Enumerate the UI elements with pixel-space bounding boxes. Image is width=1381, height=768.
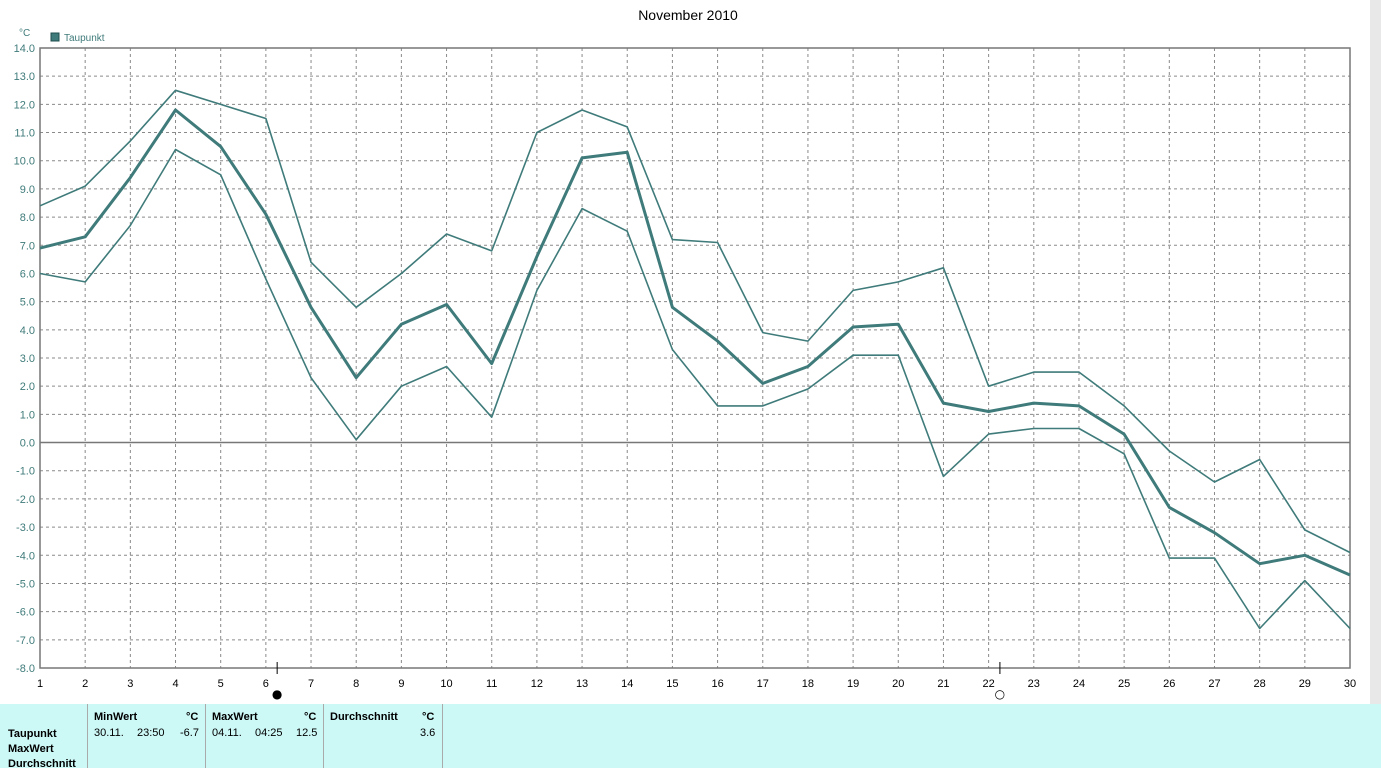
chart-background xyxy=(0,0,1381,704)
x-tick-label: 13 xyxy=(576,678,588,690)
axes xyxy=(39,47,1351,669)
x-tick-label: 27 xyxy=(1208,678,1220,690)
column-header-min: MinWert xyxy=(94,711,138,723)
x-tick-label: 6 xyxy=(263,678,269,690)
x-tick-label: 8 xyxy=(353,678,359,690)
chart-title: November 2010 xyxy=(638,7,738,23)
y-tick-label: -3.0 xyxy=(16,522,35,534)
max-date: 04.11. xyxy=(212,727,242,739)
series-line-lower xyxy=(39,148,1351,630)
average-value: 3.6 xyxy=(420,727,436,739)
column-unit-average: °C xyxy=(422,711,435,723)
x-tick-label: 21 xyxy=(937,678,949,690)
y-tick-label: 14.0 xyxy=(14,43,35,55)
chart: November 2010 °C Taupunkt 14.013.012.011… xyxy=(0,0,1381,704)
series-line-upper xyxy=(39,89,1351,554)
y-tick-label: 1.0 xyxy=(20,409,35,421)
x-tick-label: 25 xyxy=(1118,678,1130,690)
tick-labels: 14.013.012.011.010.09.08.07.06.05.04.03.… xyxy=(14,43,1357,690)
y-tick-label: -5.0 xyxy=(16,578,35,590)
y-tick-label: 5.0 xyxy=(20,297,35,309)
x-tick-label: 2 xyxy=(82,678,88,690)
x-tick-label: 4 xyxy=(172,678,178,690)
series-line-taupunkt xyxy=(39,108,1351,577)
x-tick-label: 11 xyxy=(486,678,497,690)
legend-swatch xyxy=(50,32,60,42)
y-tick-label: 7.0 xyxy=(20,240,35,252)
stats-panel: Taupunkt MaxWert Durchschnitt MinWert °C… xyxy=(0,704,1381,768)
y-tick-label: -2.0 xyxy=(16,494,35,506)
moon-phase-icon: ● xyxy=(272,687,282,701)
min-time: 23:50 xyxy=(137,727,165,739)
series-lines xyxy=(39,89,1351,630)
y-tick-label: 8.0 xyxy=(20,212,35,224)
y-tick-label: 10.0 xyxy=(14,156,35,168)
stats-column-min: MinWert °C 30.11. 23:50 -6.7 xyxy=(87,704,206,768)
moon-markers: ● ○ xyxy=(272,662,1005,701)
x-tick-label: 14 xyxy=(621,678,633,690)
x-tick-label: 10 xyxy=(440,678,452,690)
grid xyxy=(40,48,1350,668)
y-axis-unit-label: °C xyxy=(19,28,30,39)
x-tick-label: 24 xyxy=(1073,678,1085,690)
x-tick-label: 7 xyxy=(308,678,314,690)
row-label-taupunkt: Taupunkt xyxy=(8,728,57,740)
x-tick-label: 28 xyxy=(1254,678,1266,690)
row-label-maxwert: MaxWert xyxy=(8,743,54,755)
stats-column-max: MaxWert °C 04.11. 04:25 12.5 xyxy=(205,704,324,768)
y-tick-label: -8.0 xyxy=(16,663,35,675)
y-tick-label: 0.0 xyxy=(20,438,35,450)
x-tick-label: 1 xyxy=(37,678,43,690)
column-unit-min: °C xyxy=(186,711,199,723)
y-tick-label: -7.0 xyxy=(16,635,35,647)
x-tick-label: 18 xyxy=(802,678,814,690)
y-tick-label: 12.0 xyxy=(14,99,35,111)
x-tick-label: 9 xyxy=(398,678,404,690)
max-time: 04:25 xyxy=(255,727,283,739)
legend: Taupunkt xyxy=(50,32,105,44)
stats-column-average: Durchschnitt °C 3.6 xyxy=(323,704,443,768)
x-tick-label: 20 xyxy=(892,678,904,690)
x-tick-label: 26 xyxy=(1163,678,1175,690)
y-tick-label: 3.0 xyxy=(20,353,35,365)
row-label-durchschnitt: Durchschnitt xyxy=(8,758,76,768)
min-value: -6.7 xyxy=(180,727,199,739)
legend-label: Taupunkt xyxy=(64,33,105,44)
x-tick-label: 29 xyxy=(1299,678,1311,690)
y-tick-label: 6.0 xyxy=(20,268,35,280)
x-tick-label: 12 xyxy=(531,678,543,690)
y-tick-label: -6.0 xyxy=(16,607,35,619)
x-tick-label: 3 xyxy=(127,678,133,690)
x-tick-label: 16 xyxy=(711,678,723,690)
moon-phase-icon: ○ xyxy=(995,687,1005,701)
column-unit-max: °C xyxy=(304,711,317,723)
x-tick-label: 5 xyxy=(218,678,224,690)
y-tick-label: -4.0 xyxy=(16,550,35,562)
max-value: 12.5 xyxy=(296,727,318,739)
column-header-max: MaxWert xyxy=(212,711,258,723)
x-tick-label: 23 xyxy=(1028,678,1040,690)
x-tick-label: 30 xyxy=(1344,678,1356,690)
y-tick-label: 4.0 xyxy=(20,325,35,337)
x-tick-label: 17 xyxy=(757,678,769,690)
y-tick-label: -1.0 xyxy=(16,466,35,478)
y-tick-label: 13.0 xyxy=(14,71,35,83)
y-tick-label: 11.0 xyxy=(14,128,35,140)
x-tick-label: 19 xyxy=(847,678,859,690)
x-tick-label: 22 xyxy=(982,678,994,690)
column-header-average: Durchschnitt xyxy=(330,711,398,723)
min-date: 30.11. xyxy=(94,727,124,739)
scrollbar-strip xyxy=(1370,0,1381,704)
y-tick-label: 2.0 xyxy=(20,381,35,393)
plot-frame xyxy=(39,47,1351,669)
y-tick-label: 9.0 xyxy=(20,184,35,196)
x-tick-label: 15 xyxy=(666,678,678,690)
